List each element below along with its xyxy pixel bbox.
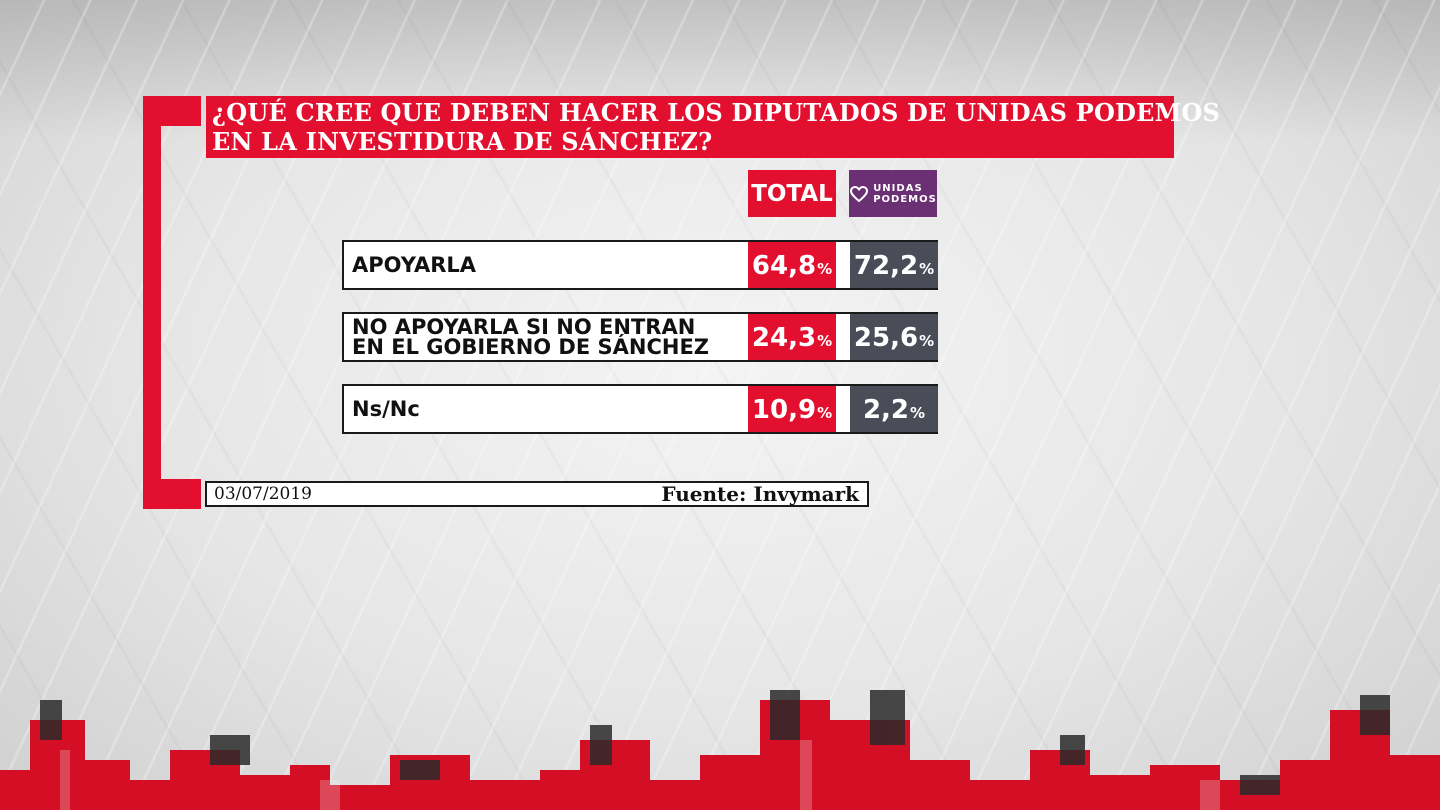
table-row: Ns/Nc 10,9% 2,2% xyxy=(342,384,938,434)
percent-sign: % xyxy=(910,404,926,422)
row-label-line1: NO APOYARLA SI NO ENTRAN xyxy=(352,315,696,339)
party-value: 2,2 xyxy=(862,395,910,425)
column-header-total-label: TOTAL xyxy=(751,180,833,207)
total-value: 24,3 xyxy=(751,323,817,353)
party-value: 72,2 xyxy=(853,251,919,281)
bracket-left xyxy=(143,96,161,509)
party-value: 25,6 xyxy=(853,323,919,353)
party-logo-line2: PODEMOS xyxy=(873,193,937,205)
row-label: Ns/Nc xyxy=(352,386,742,432)
total-value: 10,9 xyxy=(751,395,817,425)
party-value-cell: 25,6% xyxy=(850,314,938,360)
row-label-line1: APOYARLA xyxy=(352,253,477,277)
percent-sign: % xyxy=(919,260,935,278)
survey-date: 03/07/2019 xyxy=(214,484,312,504)
row-label: APOYARLA xyxy=(352,242,742,288)
party-value-cell: 72,2% xyxy=(850,242,938,288)
total-value-cell: 24,3% xyxy=(748,314,836,360)
total-value: 64,8 xyxy=(751,251,817,281)
total-value-cell: 64,8% xyxy=(748,242,836,288)
chart-title-line1: ¿QUÉ CREE QUE DEBEN HACER LOS DIPUTADOS … xyxy=(212,98,1220,127)
row-label-line1: Ns/Nc xyxy=(352,397,420,421)
table-row: NO APOYARLA SI NO ENTRAN EN EL GOBIERNO … xyxy=(342,312,938,362)
source-credit: Fuente: Invymark xyxy=(661,482,859,506)
column-header-total: TOTAL xyxy=(748,170,836,217)
chart-title: ¿QUÉ CREE QUE DEBEN HACER LOS DIPUTADOS … xyxy=(206,96,1220,158)
column-header-party-logo: UNIDAS PODEMOS xyxy=(849,170,937,217)
percent-sign: % xyxy=(817,260,833,278)
row-label-line2: EN EL GOBIERNO DE SÁNCHEZ xyxy=(352,335,710,359)
table-row: APOYARLA 64,8% 72,2% xyxy=(342,240,938,290)
bracket-bottom xyxy=(143,479,201,509)
chart-title-line2: EN LA INVESTIDURA DE SÁNCHEZ? xyxy=(212,127,713,156)
city-skyline-decoration xyxy=(0,690,1440,810)
percent-sign: % xyxy=(919,332,935,350)
party-logo-line1: UNIDAS xyxy=(873,182,923,194)
percent-sign: % xyxy=(817,404,833,422)
row-label: NO APOYARLA SI NO ENTRAN EN EL GOBIERNO … xyxy=(352,314,742,360)
total-value-cell: 10,9% xyxy=(748,386,836,432)
percent-sign: % xyxy=(817,332,833,350)
party-value-cell: 2,2% xyxy=(850,386,938,432)
footer-bar: 03/07/2019 Fuente: Invymark xyxy=(205,481,869,507)
heart-icon xyxy=(850,185,869,202)
